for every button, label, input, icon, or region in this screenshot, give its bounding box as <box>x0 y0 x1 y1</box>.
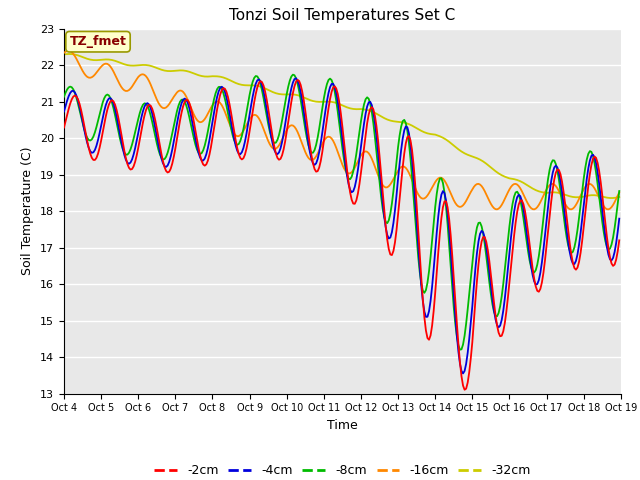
Text: TZ_fmet: TZ_fmet <box>70 35 127 48</box>
Y-axis label: Soil Temperature (C): Soil Temperature (C) <box>22 147 35 276</box>
Title: Tonzi Soil Temperatures Set C: Tonzi Soil Temperatures Set C <box>229 9 456 24</box>
X-axis label: Time: Time <box>327 419 358 432</box>
Legend: -2cm, -4cm, -8cm, -16cm, -32cm: -2cm, -4cm, -8cm, -16cm, -32cm <box>150 459 535 480</box>
